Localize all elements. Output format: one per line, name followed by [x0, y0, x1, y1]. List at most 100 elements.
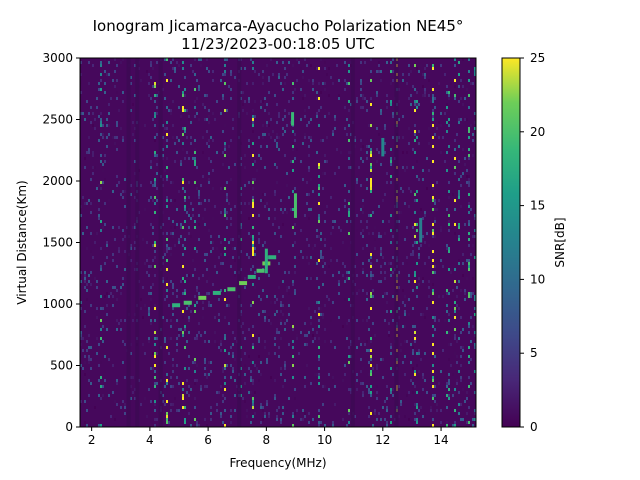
- noise-cell: [258, 379, 260, 382]
- noise-cell: [332, 379, 334, 382]
- noise-cell: [148, 307, 150, 310]
- noise-cell: [130, 184, 132, 187]
- noise-cell: [292, 244, 294, 247]
- noise-cell: [388, 220, 390, 223]
- noise-cell: [84, 118, 86, 121]
- noise-cell: [414, 130, 416, 133]
- noise-cell: [278, 112, 280, 115]
- trace-point: [212, 290, 221, 295]
- noise-cell: [156, 187, 158, 190]
- noise-cell: [410, 190, 412, 193]
- noise-cell: [310, 208, 312, 211]
- noise-cell: [222, 400, 224, 403]
- noise-cell: [348, 412, 350, 415]
- noise-cell: [318, 301, 320, 304]
- noise-cell: [468, 385, 470, 388]
- noise-cell: [380, 79, 382, 82]
- noise-cell: [282, 304, 284, 307]
- noise-cell: [194, 157, 196, 160]
- noise-cell: [354, 265, 356, 268]
- noise-cell: [210, 250, 212, 253]
- noise-cell: [268, 79, 270, 82]
- noise-cell: [360, 61, 362, 64]
- noise-cell: [474, 214, 476, 217]
- noise-cell: [170, 181, 172, 184]
- noise-cell: [88, 280, 90, 283]
- noise-cell: [216, 100, 218, 103]
- noise-cell: [324, 328, 326, 331]
- noise-cell: [146, 70, 148, 73]
- noise-cell: [224, 397, 226, 400]
- noise-cell: [366, 109, 368, 112]
- noise-cell: [194, 304, 196, 307]
- noise-cell: [348, 82, 350, 85]
- noise-cell: [224, 367, 226, 370]
- noise-cell: [246, 82, 248, 85]
- noise-cell: [188, 385, 190, 388]
- noise-cell: [362, 211, 364, 214]
- noise-cell: [84, 421, 86, 424]
- noise-cell: [198, 202, 200, 205]
- noise-cell: [446, 91, 448, 94]
- noise-cell: [422, 313, 424, 316]
- noise-cell: [170, 247, 172, 250]
- noise-cell: [278, 355, 280, 358]
- noise-cell: [468, 346, 470, 349]
- noise-cell: [338, 226, 340, 229]
- noise-cell: [454, 64, 456, 67]
- noise-cell: [134, 247, 136, 250]
- noise-cell: [204, 223, 206, 226]
- noise-cell: [344, 127, 346, 130]
- noise-cell: [420, 208, 422, 211]
- x-axis: 2 4 6 8 10 12 14: [88, 427, 449, 447]
- noise-cell: [304, 109, 306, 112]
- noise-cell: [116, 328, 118, 331]
- noise-cell: [326, 136, 328, 139]
- noise-cell: [312, 340, 314, 343]
- noise-cell: [370, 337, 372, 340]
- noise-cell: [466, 412, 468, 415]
- noise-cell: [202, 301, 204, 304]
- noise-cell: [414, 100, 416, 103]
- noise-cell: [378, 70, 380, 73]
- noise-cell: [422, 277, 424, 280]
- noise-cell: [370, 349, 372, 352]
- noise-cell: [208, 181, 210, 184]
- noise-cell: [464, 163, 466, 166]
- noise-cell: [274, 352, 276, 355]
- noise-cell: [90, 178, 92, 181]
- noise-cell: [468, 361, 470, 364]
- noise-cell: [428, 244, 430, 247]
- noise-cell: [84, 202, 86, 205]
- noise-cell: [244, 202, 246, 205]
- noise-cell: [386, 406, 388, 409]
- noise-cell: [420, 244, 422, 247]
- noise-cell: [370, 97, 372, 100]
- noise-cell: [212, 283, 214, 286]
- noise-cell: [164, 58, 166, 61]
- noise-cell: [462, 148, 464, 151]
- noise-cell: [348, 199, 350, 202]
- noise-cell: [122, 376, 124, 379]
- noise-cell: [194, 160, 196, 163]
- noise-cell: [462, 85, 464, 88]
- noise-cell: [218, 346, 220, 349]
- noise-cell: [368, 145, 370, 148]
- noise-cell: [184, 109, 186, 112]
- noise-cell: [464, 298, 466, 301]
- noise-cell: [274, 295, 276, 298]
- noise-cell: [328, 94, 330, 97]
- noise-cell: [404, 325, 406, 328]
- noise-cell: [114, 286, 116, 289]
- noise-cell: [304, 412, 306, 415]
- noise-cell: [342, 325, 344, 328]
- noise-cell: [156, 337, 158, 340]
- noise-cell: [122, 361, 124, 364]
- noise-cell: [372, 322, 374, 325]
- noise-cell: [216, 409, 218, 412]
- noise-cell: [210, 412, 212, 415]
- noise-cell: [454, 97, 456, 100]
- noise-cell: [180, 328, 182, 331]
- noise-cell: [402, 73, 404, 76]
- noise-cell: [166, 166, 168, 169]
